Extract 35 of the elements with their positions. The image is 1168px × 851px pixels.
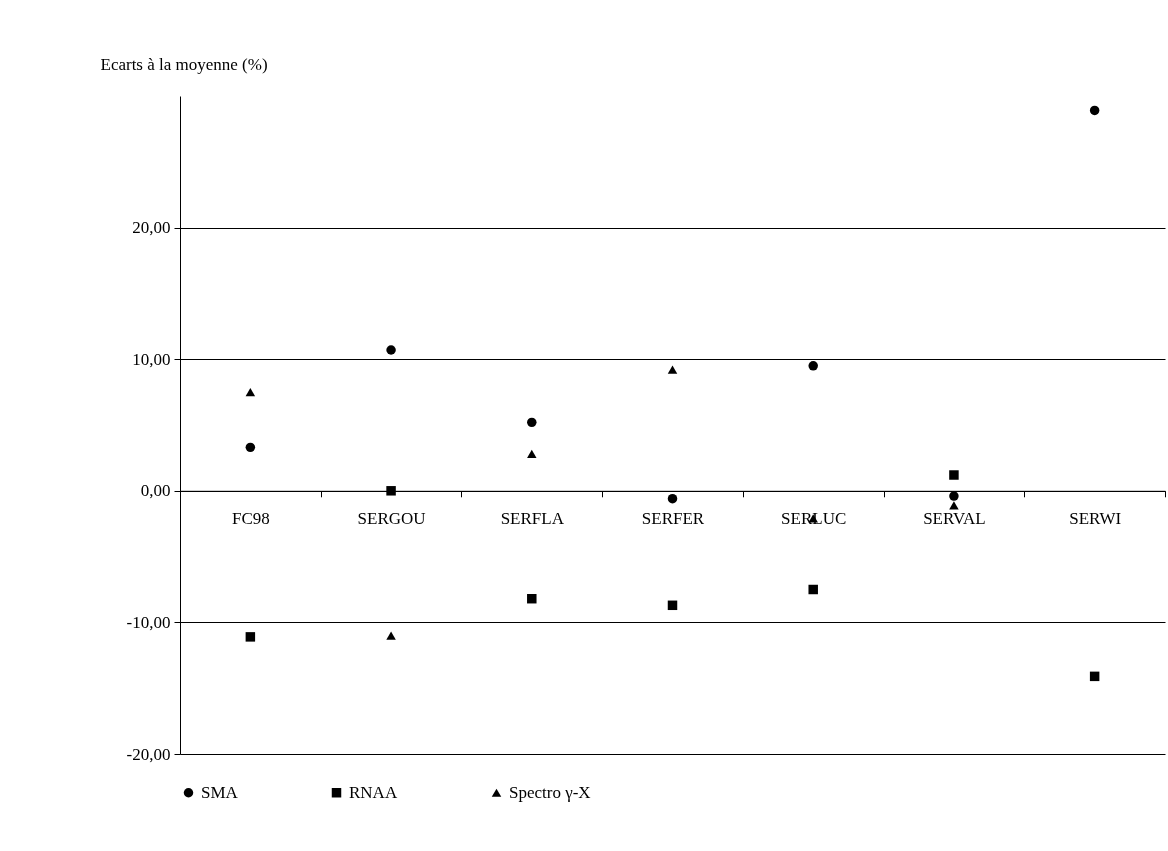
x-tick-label: SERFER xyxy=(641,509,705,529)
legend-label: Spectro γ-X xyxy=(509,782,591,802)
point xyxy=(667,600,678,611)
point xyxy=(949,491,959,501)
point xyxy=(1089,671,1100,682)
point xyxy=(386,345,396,355)
point xyxy=(667,493,678,504)
point xyxy=(245,632,256,642)
point xyxy=(949,470,959,480)
legend-label: SMA xyxy=(201,782,239,802)
x-tick-label: SERFLA xyxy=(500,509,565,529)
y-tick-label: -10,00 xyxy=(126,612,171,632)
x-tick-label: SERWI xyxy=(1069,509,1122,529)
y-tick-label: 10,00 xyxy=(132,349,171,369)
x-tick-label: SERVAL xyxy=(923,509,986,529)
y-tick-label: 0,00 xyxy=(140,481,171,501)
point xyxy=(527,449,537,459)
point xyxy=(808,361,818,371)
y-tick-label: 20,00 xyxy=(132,218,171,238)
point xyxy=(808,584,818,595)
y-tick-label: -20,00 xyxy=(126,744,171,764)
point xyxy=(245,442,256,453)
point xyxy=(386,631,396,640)
point xyxy=(386,486,396,496)
point xyxy=(527,417,537,428)
x-tick-label: SERGOU xyxy=(357,509,426,529)
point xyxy=(245,387,256,397)
legend-label: RNAA xyxy=(349,782,398,802)
point xyxy=(949,501,959,510)
point xyxy=(667,365,678,374)
y-axis-title: Ecarts à la moyenne (%) xyxy=(100,54,268,74)
x-tick-label: SERLUC xyxy=(781,509,847,529)
point xyxy=(527,593,537,604)
point xyxy=(1089,105,1100,116)
x-tick-label: FC98 xyxy=(231,509,270,529)
